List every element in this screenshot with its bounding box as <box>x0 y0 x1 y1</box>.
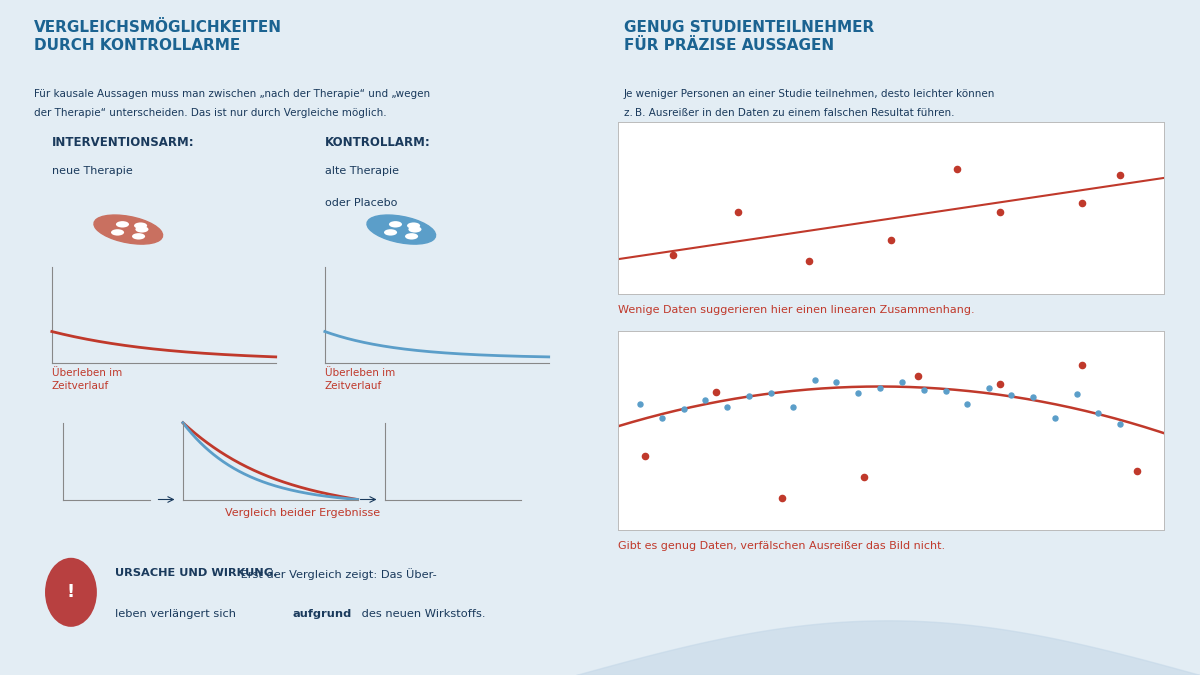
Point <box>1088 407 1108 418</box>
Point <box>979 383 998 394</box>
Point <box>805 374 824 385</box>
Text: z. B. Ausreißer in den Daten zu einem falschen Resultat führen.: z. B. Ausreißer in den Daten zu einem fa… <box>624 108 954 118</box>
Point <box>827 377 846 387</box>
Text: Vergleich beider Ergebnisse: Vergleich beider Ergebnisse <box>226 508 380 518</box>
Text: oder Placebo: oder Placebo <box>325 198 397 208</box>
Text: !: ! <box>67 583 76 601</box>
Point <box>848 387 868 398</box>
Circle shape <box>132 233 145 240</box>
Text: Je weniger Personen an einer Studie teilnehmen, desto leichter können: Je weniger Personen an einer Studie teil… <box>624 89 995 99</box>
Text: Überleben im
Zeitverlauf: Überleben im Zeitverlauf <box>325 369 395 391</box>
Point <box>652 413 671 424</box>
Point <box>1002 390 1021 401</box>
Point <box>630 399 649 410</box>
Circle shape <box>408 226 421 233</box>
Text: GENUG STUDIENTEILNEHMER
FÜR PRÄZISE AUSSAGEN: GENUG STUDIENTEILNEHMER FÜR PRÄZISE AUSS… <box>624 20 875 53</box>
Text: Gibt es genug Daten, verfälschen Ausreißer das Bild nicht.: Gibt es genug Daten, verfälschen Ausreiß… <box>618 541 946 551</box>
Text: INTERVENTIONSARM:: INTERVENTIONSARM: <box>52 136 194 149</box>
Point <box>1024 392 1043 403</box>
Circle shape <box>406 233 418 240</box>
Point <box>908 371 928 381</box>
Text: Überleben im
Zeitverlauf: Überleben im Zeitverlauf <box>52 369 122 391</box>
Point <box>761 388 780 399</box>
Point <box>784 402 803 412</box>
Point <box>893 377 912 387</box>
Circle shape <box>407 223 420 229</box>
Circle shape <box>134 223 148 229</box>
Text: KONTROLLARM:: KONTROLLARM: <box>325 136 431 149</box>
Point <box>773 493 792 504</box>
Ellipse shape <box>367 215 436 244</box>
Point <box>936 386 955 397</box>
Point <box>664 250 683 261</box>
Point <box>674 403 694 414</box>
Point <box>1073 198 1092 209</box>
Circle shape <box>389 221 402 227</box>
Text: URSACHE UND WIRKUNG.: URSACHE UND WIRKUNG. <box>115 568 277 578</box>
Point <box>947 163 966 174</box>
Point <box>991 207 1010 217</box>
Point <box>1127 466 1146 477</box>
Point <box>870 383 889 394</box>
Circle shape <box>116 221 130 227</box>
Text: der Therapie“ unterscheiden. Das ist nur durch Vergleiche möglich.: der Therapie“ unterscheiden. Das ist nur… <box>34 108 386 118</box>
Text: Wenige Daten suggerieren hier einen linearen Zusammenhang.: Wenige Daten suggerieren hier einen line… <box>618 305 974 315</box>
Point <box>1111 418 1130 429</box>
Text: aufgrund: aufgrund <box>292 609 352 619</box>
Point <box>914 385 934 396</box>
Point <box>799 256 818 267</box>
Point <box>696 395 715 406</box>
Point <box>854 471 874 482</box>
Text: VERGLEICHSMÖGLICHKEITEN
DURCH KONTROLLARME: VERGLEICHSMÖGLICHKEITEN DURCH KONTROLLAR… <box>34 20 282 53</box>
Text: Erst der Vergleich zeigt: Das Über-: Erst der Vergleich zeigt: Das Über- <box>238 568 437 580</box>
Circle shape <box>110 230 124 236</box>
Point <box>991 379 1010 389</box>
Circle shape <box>384 230 397 236</box>
Point <box>1073 360 1092 371</box>
Point <box>881 234 900 245</box>
Point <box>1067 388 1086 399</box>
Text: neue Therapie: neue Therapie <box>52 165 132 176</box>
Point <box>1045 413 1064 424</box>
Point <box>707 386 726 397</box>
Text: leben verlängert sich: leben verlängert sich <box>115 609 239 619</box>
Text: alte Therapie: alte Therapie <box>325 165 398 176</box>
Point <box>1111 170 1130 181</box>
Text: Für kausale Aussagen muss man zwischen „nach der Therapie“ und „wegen: Für kausale Aussagen muss man zwischen „… <box>34 89 430 99</box>
Point <box>739 391 758 402</box>
Ellipse shape <box>94 215 163 244</box>
Point <box>728 207 748 217</box>
Point <box>718 402 737 413</box>
Circle shape <box>136 226 149 233</box>
Text: des neuen Wirkstoffs.: des neuen Wirkstoffs. <box>358 609 485 619</box>
Point <box>958 399 977 410</box>
Point <box>636 450 655 461</box>
Ellipse shape <box>46 558 97 627</box>
